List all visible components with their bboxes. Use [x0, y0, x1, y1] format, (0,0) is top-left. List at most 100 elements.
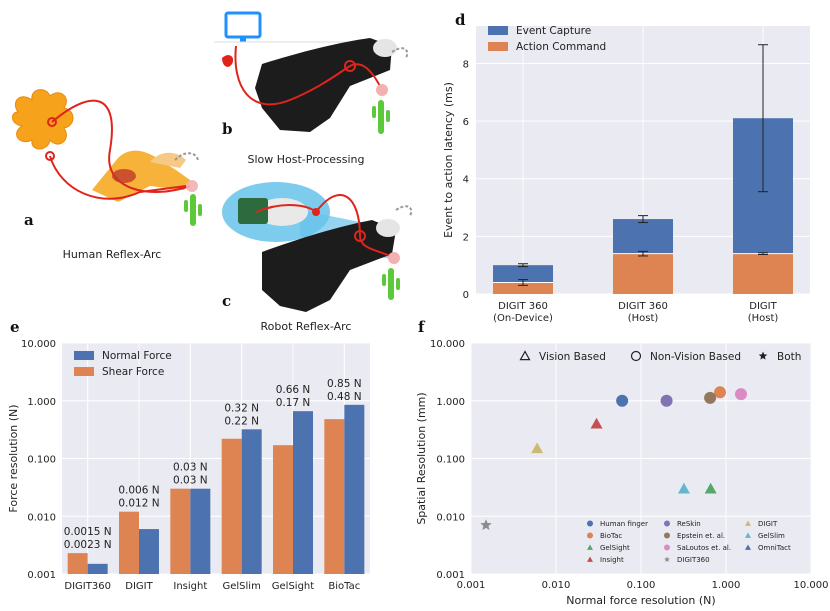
data-label-shear: 0.48 N — [327, 391, 362, 403]
bar-action-command — [613, 253, 673, 294]
y-tick-label: 0.001 — [27, 570, 56, 581]
chart-d-latency: 0 2 4 6 8 DIGIT 360 (On-Device) DIGIT 360 (Host)… — [442, 25, 810, 324]
legend-label: Epstein et. al. — [677, 532, 725, 540]
scatter-point-gelsight — [704, 482, 717, 494]
data-label-normal: 0.006 N — [118, 485, 159, 497]
bar-shear-force — [170, 488, 191, 574]
bar-normal-force — [87, 563, 108, 574]
y-tick-label: 6 — [463, 117, 469, 128]
legend-label: DIGIT — [758, 520, 778, 528]
x-tick-label: 0.001 — [457, 580, 486, 591]
bar-action-command — [493, 282, 553, 294]
panel-a-caption: Human Reflex-Arc — [63, 248, 162, 261]
legend-marker — [587, 532, 593, 539]
chart-e-force-resolution: 0.001 0.010 0.100 1.000 10.000 0.0015 N0.0023… — [7, 339, 370, 592]
legend-label: Action Command — [516, 41, 606, 53]
data-label-normal: 0.03 N — [173, 462, 208, 474]
scatter-point-digit360 — [480, 519, 492, 530]
y-tick-label: 0.010 — [436, 512, 465, 523]
data-label-shear: 0.012 N — [118, 498, 159, 510]
legend-label: Insight — [600, 556, 624, 564]
data-label-normal: 0.85 N — [327, 378, 362, 390]
scatter-point-insight — [590, 417, 603, 429]
y-tick-label: 2 — [463, 232, 469, 243]
type-legend-label: Both — [777, 351, 801, 363]
legend-swatch — [488, 42, 508, 51]
y-tick-label: 0 — [463, 290, 469, 301]
legend-marker — [587, 544, 593, 550]
robot-hand-icon — [255, 38, 392, 132]
y-tick-label: 1.000 — [436, 397, 465, 408]
illustration-slow-host-processing — [214, 11, 409, 134]
scatter-point-saloutos-et-al- — [734, 388, 747, 401]
brain-icon — [12, 89, 74, 150]
x-tick-label: DIGIT360 — [64, 581, 111, 592]
legend-label: Normal Force — [102, 350, 172, 362]
x-tick-label: GelSight — [272, 581, 314, 592]
bar-shear-force — [221, 438, 242, 574]
y-axis-label: Event to action latency (ms) — [442, 82, 455, 238]
bar-shear-force — [119, 511, 139, 574]
scatter-point-digit — [531, 442, 544, 454]
panel-b-caption: Slow Host-Processing — [247, 153, 364, 166]
panel-f-letter: f — [418, 318, 426, 336]
y-axis-label: Force resolution (N) — [7, 404, 20, 512]
y-tick-label: 0.010 — [27, 512, 56, 523]
bar-event-capture — [493, 265, 553, 283]
y-tick-label: 4 — [463, 175, 469, 186]
legend-marker — [745, 532, 751, 538]
x-tick-label: 1.000 — [712, 580, 741, 591]
data-label-normal: 0.66 N — [276, 384, 311, 396]
panel-c-caption: Robot Reflex-Arc — [261, 320, 352, 333]
scatter-point-gelslim — [677, 482, 690, 494]
panel-a-letter: a — [24, 211, 34, 229]
data-label-normal: 0.0015 N — [64, 526, 112, 538]
chart-f-spatial-vs-force: 0.001 0.010 0.100 1.000 10.000 0.001 0.010 0.10… — [415, 339, 829, 607]
legend-label: Shear Force — [102, 366, 164, 378]
type-legend-marker — [519, 350, 531, 361]
x-tick-label: Insight — [173, 581, 207, 592]
type-legend-label: Non-Vision Based — [650, 351, 741, 363]
y-tick-label: 0.001 — [436, 570, 465, 581]
scatter-point-human-finger — [616, 394, 629, 407]
legend-label: Human finger — [600, 520, 648, 528]
data-label-shear: 0.0023 N — [64, 539, 112, 551]
x-axis-label: Normal force resolution (N) — [566, 594, 715, 607]
nerve-path — [49, 99, 191, 200]
x-tick-label: GelSlim — [223, 581, 261, 592]
bar-normal-force — [190, 488, 211, 574]
legend-marker — [745, 544, 751, 550]
legend-label: GelSight — [600, 544, 630, 552]
bar-shear-force — [67, 553, 88, 574]
type-legend-marker — [630, 350, 642, 362]
panel-e-letter: e — [10, 318, 20, 336]
bar-normal-force — [344, 404, 365, 574]
legend-label: Event Capture — [516, 25, 591, 37]
data-label-normal: 0.32 N — [224, 402, 259, 414]
legend-label: BioTac — [600, 532, 622, 540]
bar-normal-force — [241, 429, 262, 574]
panel-c-letter: c — [222, 292, 231, 310]
x-tick-label: 10.000 — [794, 580, 829, 591]
legend-swatch — [488, 26, 508, 35]
legend-label: DIGIT360 — [677, 556, 710, 564]
legend-marker — [745, 520, 751, 526]
x-tick-label: BioTac — [328, 581, 360, 592]
cactus-icon — [372, 100, 390, 134]
monitor-icon — [224, 11, 262, 39]
legend-marker — [664, 532, 670, 539]
y-tick-label: 10.000 — [430, 339, 465, 350]
type-legend-label: Vision Based — [539, 351, 606, 363]
legend-label: ReSkin — [677, 520, 701, 528]
y-tick-label: 0.100 — [436, 455, 465, 466]
legend-swatch — [74, 367, 94, 376]
scatter-point-reskin — [660, 394, 673, 407]
x-tick-label: 0.010 — [542, 580, 571, 591]
illustration-human-reflex-arc — [12, 89, 202, 226]
legend-marker — [664, 544, 670, 551]
illustration-robot-reflex-arc — [222, 182, 413, 312]
x-tick-label: 0.100 — [627, 580, 656, 591]
y-tick-label: 1.000 — [27, 397, 56, 408]
y-tick-label: 10.000 — [21, 339, 56, 350]
